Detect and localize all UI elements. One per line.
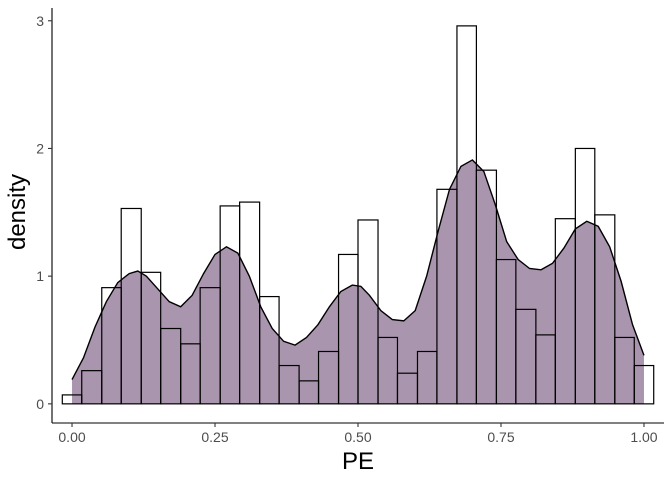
x-tick-label: 1.00 bbox=[630, 429, 657, 445]
density-area bbox=[72, 159, 644, 404]
y-tick-label: 0 bbox=[36, 396, 44, 412]
histogram-bar bbox=[594, 214, 616, 405]
histogram-bar bbox=[357, 219, 379, 405]
x-tick-label: 0.00 bbox=[58, 429, 85, 445]
x-tick-label: 0.50 bbox=[344, 429, 371, 445]
y-axis-title: density bbox=[4, 174, 31, 250]
histogram-bar bbox=[377, 336, 399, 405]
y-tick-label: 1 bbox=[36, 268, 44, 284]
axes-layer: 0.00 0.25 0.50 0.75 1.00 0 1 2 3 bbox=[36, 8, 664, 445]
y-tick-label: 2 bbox=[36, 140, 44, 156]
x-axis-title: PE bbox=[342, 448, 374, 475]
y-tick-label: 3 bbox=[36, 13, 44, 29]
x-tick-label: 0.25 bbox=[201, 429, 228, 445]
x-tick-label: 0.75 bbox=[487, 429, 514, 445]
density-line bbox=[71, 159, 645, 380]
histogram-bars-layer bbox=[61, 25, 655, 405]
histogram-bar bbox=[633, 364, 655, 405]
histogram-bar bbox=[259, 295, 280, 405]
density-curve-layer bbox=[71, 159, 645, 404]
